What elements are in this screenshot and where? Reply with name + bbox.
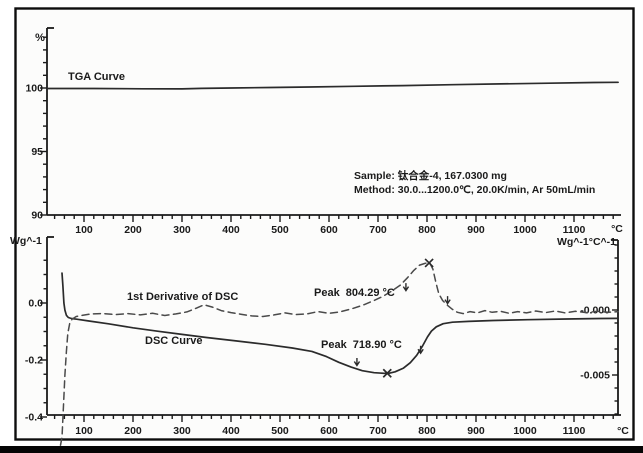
peak-804-label: Peak 804.29 °C (314, 287, 395, 299)
tick-label: 0.0 (28, 298, 43, 310)
tick-label: -0.005 (580, 370, 610, 382)
bottom-y-right-unit-label: Wg^-1°C^-1 (557, 236, 616, 248)
tick-label: 95 (31, 146, 43, 158)
tick-label: 900 (467, 425, 485, 437)
tick-label: 700 (369, 425, 387, 437)
thermal-analysis-report: 100 200 300 400 500 600 700 800 900 1000 1100 100 20… (0, 0, 643, 453)
tick-label: 1000 (513, 224, 537, 236)
tick-label: 1100 (563, 224, 586, 236)
tick-label: 800 (418, 425, 436, 437)
tick-label: 400 (222, 224, 240, 236)
tick-label: 200 (124, 425, 142, 437)
method-info: Method: 30.0...1200.0℃, 20.0K/min, Ar 50… (354, 184, 595, 196)
tick-label: 1100 (563, 425, 586, 437)
tick-label: 900 (467, 224, 485, 236)
tick-label: 100 (75, 425, 93, 437)
tick-label: -0.4 (25, 412, 43, 424)
tick-label: 500 (271, 224, 289, 236)
bottom-y-left-unit-label: Wg^-1 (10, 235, 42, 247)
tick-label: 600 (320, 224, 338, 236)
tick-label: 300 (173, 425, 191, 437)
tick-label: 600 (320, 425, 338, 437)
tick-label: 1000 (513, 425, 537, 437)
tick-label: 700 (369, 224, 387, 236)
derivative-curve-label: 1st Derivative of DSC (127, 291, 238, 303)
tga-curve-label: TGA Curve (68, 71, 125, 83)
tick-label: 400 (222, 425, 240, 437)
tick-label: -0.2 (25, 355, 43, 367)
tick-label: 300 (173, 224, 191, 236)
thermal-analysis-chart: 100 200 300 400 500 600 700 800 900 1000 1100 100 20… (0, 0, 643, 453)
dsc-curve-label: DSC Curve (145, 335, 202, 347)
top-y-axis-unit-label: % (35, 32, 45, 44)
tick-label: 800 (418, 224, 436, 236)
sample-info: Sample: 钛合金-4, 167.0300 mg (354, 169, 507, 182)
tick-label: 100 (75, 224, 93, 236)
tick-label: 200 (124, 224, 142, 236)
tick-label: 100 (25, 83, 43, 95)
tick-label: 90 (31, 210, 43, 222)
tick-label: -0.000 (580, 305, 610, 317)
tick-label: 500 (271, 425, 289, 437)
mid-x-axis-unit-label: °C (611, 223, 623, 235)
peak-719-label: Peak 718.90 °C (321, 339, 402, 351)
bottom-x-axis-unit-label: °C (617, 425, 629, 437)
bottom-divider-bar (0, 446, 643, 453)
